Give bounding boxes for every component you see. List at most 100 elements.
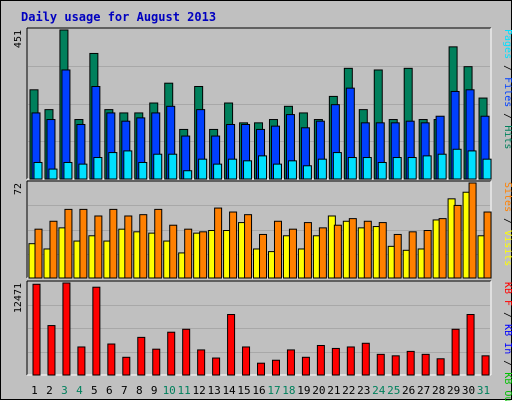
kbf-bar [451, 328, 460, 376]
sites-bar [154, 208, 163, 279]
day-label: 15 [237, 384, 250, 397]
day-label: 28 [432, 384, 445, 397]
sites-bar [363, 220, 372, 279]
sites-bar [393, 233, 402, 279]
sites-bar [184, 228, 193, 279]
pages-bar [213, 163, 223, 180]
pages-bar [407, 157, 417, 180]
sites-bar [303, 222, 312, 279]
day-label: 31 [477, 384, 490, 397]
day-label: 26 [402, 384, 415, 397]
day-label: 17 [267, 384, 280, 397]
pages-bar [482, 158, 492, 180]
sites-bar [453, 204, 462, 279]
chart-title: Daily usage for August 2013 [21, 10, 216, 24]
legend: Sites / Visits [502, 182, 512, 266]
kbf-bar [122, 356, 131, 376]
sites-bar [124, 215, 133, 279]
kbf-bar [107, 343, 116, 376]
sites-bar [333, 224, 342, 279]
day-label: 14 [222, 384, 236, 397]
day-label: 16 [252, 384, 265, 397]
x-axis-labels: 1 2 3 4 5 6 7 8 9 10 11 12 13 14 15 16 17 18 19 20 21 22 23 24 2… [31, 384, 490, 397]
day-label: 1 [31, 384, 38, 397]
day-label: 23 [357, 384, 370, 397]
legend-entry: / [502, 212, 512, 230]
day-label: 24 [372, 384, 386, 397]
legend-entry: Sites [502, 182, 512, 212]
sites-bar [259, 233, 268, 279]
pages-bar [258, 155, 268, 180]
day-label: 2 [46, 384, 53, 397]
pages-bar [392, 157, 402, 180]
day-label: 8 [136, 384, 143, 397]
panel-1: 451 Pages / Files / Hits [13, 27, 512, 180]
legend-entry: / [502, 59, 512, 77]
sites-bar [139, 214, 148, 279]
pages-bar [332, 152, 342, 180]
pages-bar [377, 161, 387, 180]
sites-bar [244, 214, 253, 279]
sites-bar [408, 231, 417, 279]
kbf-bar [436, 358, 445, 376]
kbf-bar [301, 356, 310, 376]
sites-bar [273, 220, 282, 279]
sites-bar [378, 222, 387, 279]
pages-bar [272, 163, 282, 180]
legend-entry: Visits [502, 230, 512, 266]
legend-entry: Files [502, 77, 512, 107]
pages-bar [183, 170, 193, 180]
legend-entry: / [502, 306, 512, 324]
kbf-bar [197, 349, 206, 376]
sites-bar [318, 227, 327, 279]
kbf-bar [346, 346, 355, 376]
pages-bar [153, 153, 163, 180]
y-max-label: 451 [13, 30, 24, 48]
pages-bar [302, 165, 312, 180]
sites-bar [169, 224, 178, 279]
kbf-bar [466, 314, 475, 376]
pages-bar [467, 150, 477, 180]
day-label: 7 [121, 384, 128, 397]
legend-entry: Hits [502, 125, 512, 149]
kbf-bar [92, 286, 101, 376]
kbf-bar [406, 350, 415, 376]
sites-bar [468, 182, 477, 279]
pages-bar [33, 161, 43, 180]
pages-bar [228, 158, 238, 180]
kbf-bar [271, 359, 280, 376]
legend: KB F / KB In / KB Out [502, 282, 512, 401]
kbf-bar [47, 325, 56, 376]
pages-bar [243, 160, 253, 180]
day-label: 29 [447, 384, 460, 397]
pages-bar [138, 161, 148, 180]
day-label: 30 [462, 384, 475, 397]
y-max-label: 12471 [13, 283, 24, 313]
pages-bar [452, 148, 462, 180]
legend: Pages / Files / Hits [502, 29, 512, 149]
sites-bar [109, 208, 118, 279]
day-label: 4 [76, 384, 83, 397]
sites-bar [348, 218, 357, 279]
pages-bar [422, 155, 432, 180]
day-label: 21 [327, 384, 340, 397]
day-label: 27 [417, 384, 430, 397]
kbf-bar [421, 353, 430, 376]
kbf-bar [242, 346, 251, 376]
pages-bar [287, 160, 297, 180]
pages-bar [168, 153, 178, 180]
kbf-bar [77, 346, 86, 376]
pages-bar [362, 157, 372, 180]
legend-entry: KB Out [502, 372, 512, 401]
day-label: 3 [61, 384, 68, 397]
kbf-bar [62, 282, 71, 376]
sites-bar [214, 207, 223, 279]
sites-bar [94, 215, 103, 279]
kbf-bar [137, 336, 146, 376]
kbf-bar [316, 344, 325, 376]
sites-bar [438, 218, 447, 279]
panel-3: 12471 KB F / KB In / KB Out [13, 280, 512, 401]
day-label: 6 [106, 384, 113, 397]
kbf-bar [286, 349, 295, 376]
